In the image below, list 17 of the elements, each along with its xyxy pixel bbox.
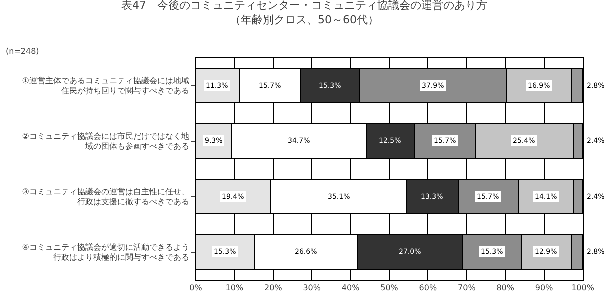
x-tick-label: 70% <box>458 284 476 293</box>
chart-title: 表47 今後のコミュニティセンター・コミュニティ協議会の運営のあり方（年齢別クロス、50～60代） <box>122 0 488 26</box>
x-tick-label: 40% <box>342 284 360 293</box>
text: (n=248) <box>6 47 40 56</box>
y-tick-label: ③コミュニティ協議会の運営は自主性に任せ、行政は支援に徹するべきである <box>22 187 190 207</box>
x-tick-label: 20% <box>264 284 283 293</box>
x-tick-label: 10% <box>226 284 244 293</box>
x-tick-label: 80% <box>496 284 515 293</box>
y-tick-label: ①運営主体であるコミュニティ協議会には地域住民が持ち回りで関与すべきである <box>22 76 190 96</box>
x-tick-label: 0% <box>190 284 203 293</box>
x-tick-label: 90% <box>535 284 554 293</box>
x-tick-label: 60% <box>419 284 438 293</box>
x-tick-label: 100% <box>572 284 595 293</box>
x-tick-label: 30% <box>303 284 322 293</box>
y-tick-label: ④コミュニティ協議会が適切に活動できるよう行政はより積極的に関与すべきである <box>22 242 190 262</box>
x-tick-label: 50% <box>380 284 399 293</box>
y-tick-label: ②コミュニティ協議会には市民だけではなく地域の団体も参画すべきである <box>22 132 190 152</box>
